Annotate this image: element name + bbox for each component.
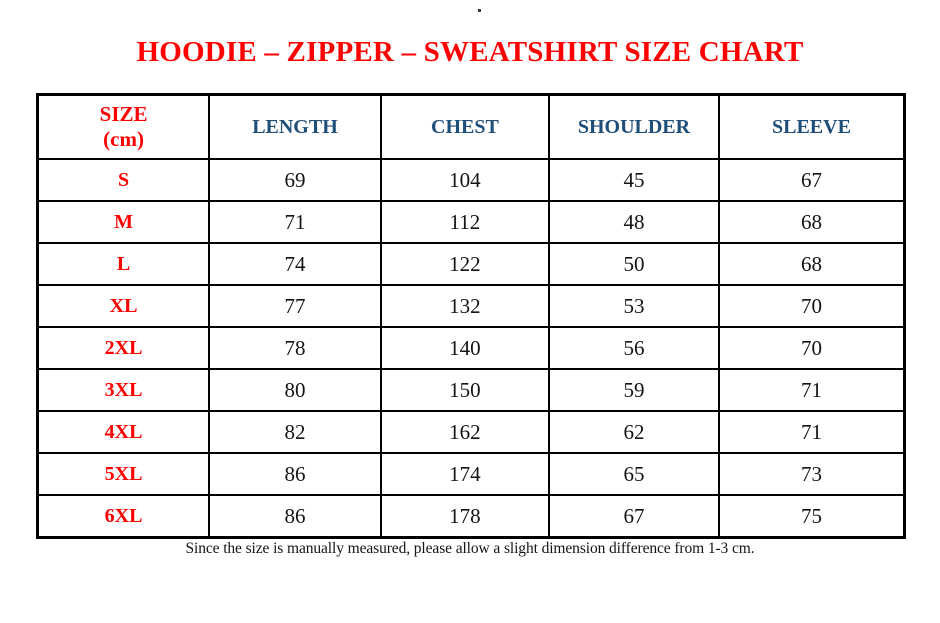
- value-cell: 70: [717, 284, 906, 328]
- footnote: Since the size is manually measured, ple…: [185, 540, 755, 557]
- size-cell: 3XL: [36, 368, 211, 412]
- table-row: 6XL 86 178 67 75: [36, 494, 906, 539]
- value-cell: 140: [379, 326, 551, 370]
- value-cell: 59: [548, 368, 720, 412]
- table-row: L 74 122 50 68: [36, 242, 906, 286]
- value-cell: 174: [379, 452, 551, 496]
- table-row: 4XL 82 162 62 71: [36, 410, 906, 454]
- value-cell: 74: [208, 242, 382, 286]
- value-cell: 80: [208, 368, 382, 412]
- header-cell-length: LENGTH: [208, 93, 382, 160]
- table-row: S 69 104 45 67: [36, 158, 906, 202]
- value-cell: 122: [379, 242, 551, 286]
- value-cell: 77: [208, 284, 382, 328]
- value-cell: 132: [379, 284, 551, 328]
- size-cell: XL: [36, 284, 211, 328]
- table-row: 2XL 78 140 56 70: [36, 326, 906, 370]
- value-cell: 48: [548, 200, 720, 244]
- value-cell: 45: [548, 158, 720, 202]
- value-cell: 71: [717, 410, 906, 454]
- value-cell: 86: [208, 494, 382, 539]
- table-header-row: SIZE (cm) LENGTH CHEST SHOULDER SLEEVE: [36, 93, 906, 160]
- size-header-line1: SIZE: [99, 101, 148, 126]
- table-row: XL 77 132 53 70: [36, 284, 906, 328]
- value-cell: 67: [717, 158, 906, 202]
- value-cell: 50: [548, 242, 720, 286]
- value-cell: 71: [208, 200, 382, 244]
- value-cell: 82: [208, 410, 382, 454]
- header-cell-size: SIZE (cm): [36, 93, 211, 160]
- value-cell: 112: [379, 200, 551, 244]
- size-cell: 2XL: [36, 326, 211, 370]
- value-cell: 68: [717, 200, 906, 244]
- size-cell: 5XL: [36, 452, 211, 496]
- value-cell: 150: [379, 368, 551, 412]
- size-cell: 6XL: [36, 494, 211, 539]
- value-cell: 67: [548, 494, 720, 539]
- header-cell-chest: CHEST: [379, 93, 551, 160]
- value-cell: 162: [379, 410, 551, 454]
- value-cell: 73: [717, 452, 906, 496]
- table-row: M 71 112 48 68: [36, 200, 906, 244]
- stray-dot: [478, 9, 481, 12]
- size-cell: S: [36, 158, 211, 202]
- page-title: HOODIE – ZIPPER – SWEATSHIRT SIZE CHART: [136, 36, 804, 68]
- size-cell: 4XL: [36, 410, 211, 454]
- table-row: 5XL 86 174 65 73: [36, 452, 906, 496]
- value-cell: 86: [208, 452, 382, 496]
- size-cell: L: [36, 242, 211, 286]
- header-cell-shoulder: SHOULDER: [548, 93, 720, 160]
- value-cell: 69: [208, 158, 382, 202]
- value-cell: 71: [717, 368, 906, 412]
- value-cell: 62: [548, 410, 720, 454]
- value-cell: 53: [548, 284, 720, 328]
- value-cell: 78: [208, 326, 382, 370]
- size-header-line2: (cm): [103, 127, 144, 151]
- size-table-body: S 69 104 45 67 M 71 112 48 68 L 74 122 50 68 XL 77 132 53 7…: [36, 158, 906, 539]
- size-chart-table: SIZE (cm) LENGTH CHEST SHOULDER SLEEVE S…: [36, 93, 906, 539]
- value-cell: 68: [717, 242, 906, 286]
- value-cell: 70: [717, 326, 906, 370]
- value-cell: 178: [379, 494, 551, 539]
- header-cell-sleeve: SLEEVE: [717, 93, 906, 160]
- table-row: 3XL 80 150 59 71: [36, 368, 906, 412]
- value-cell: 56: [548, 326, 720, 370]
- value-cell: 65: [548, 452, 720, 496]
- value-cell: 75: [717, 494, 906, 539]
- value-cell: 104: [379, 158, 551, 202]
- size-cell: M: [36, 200, 211, 244]
